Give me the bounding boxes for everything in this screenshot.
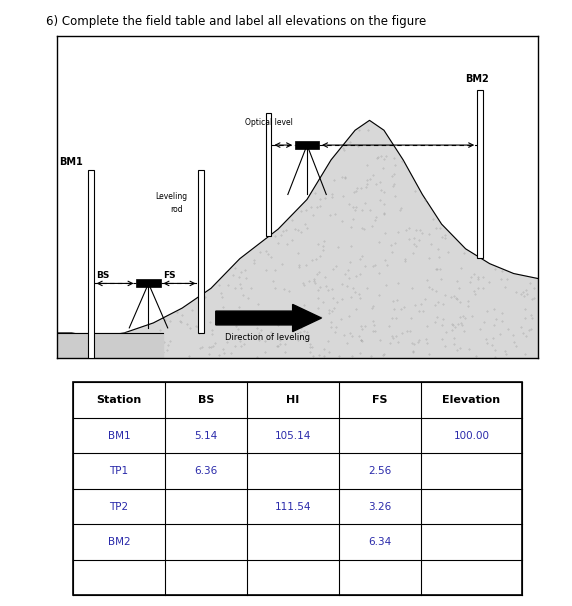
Text: Optical level: Optical level [245, 118, 292, 127]
Text: 6) Complete the field table and label all elevations on the figure: 6) Complete the field table and label al… [46, 15, 426, 28]
Text: BM1: BM1 [59, 157, 84, 167]
Polygon shape [57, 121, 538, 358]
FancyArrow shape [216, 304, 321, 331]
Text: 5.14: 5.14 [194, 431, 217, 441]
Text: 100.00: 100.00 [454, 431, 489, 441]
Text: BS: BS [96, 271, 109, 281]
Text: Leveling: Leveling [156, 193, 188, 201]
Text: TP2: TP2 [109, 502, 129, 511]
Text: 6.36: 6.36 [194, 466, 217, 476]
Bar [137, 279, 161, 287]
Text: 3.26: 3.26 [368, 502, 391, 511]
Text: TP1: TP1 [109, 466, 129, 476]
Text: HI: HI [286, 395, 300, 405]
Bar [198, 170, 204, 333]
Text: 111.54: 111.54 [275, 502, 311, 511]
Text: 105.14: 105.14 [275, 431, 311, 441]
Bar [295, 141, 319, 149]
Text: BM2: BM2 [466, 75, 490, 84]
Text: BM1: BM1 [108, 431, 130, 441]
Text: 2.56: 2.56 [368, 466, 391, 476]
Text: Elevation: Elevation [442, 395, 500, 405]
Text: FS: FS [372, 395, 388, 405]
Polygon shape [57, 333, 163, 358]
Text: FS: FS [163, 271, 176, 281]
Bar [477, 90, 483, 258]
Text: BM2: BM2 [108, 537, 130, 547]
Text: rod: rod [170, 205, 182, 214]
Text: 6.34: 6.34 [368, 537, 391, 547]
Text: BS: BS [198, 395, 214, 405]
Text: Direction of leveling: Direction of leveling [225, 333, 311, 342]
Text: Station: Station [96, 395, 142, 405]
Bar [88, 170, 94, 358]
Bar [266, 113, 272, 236]
